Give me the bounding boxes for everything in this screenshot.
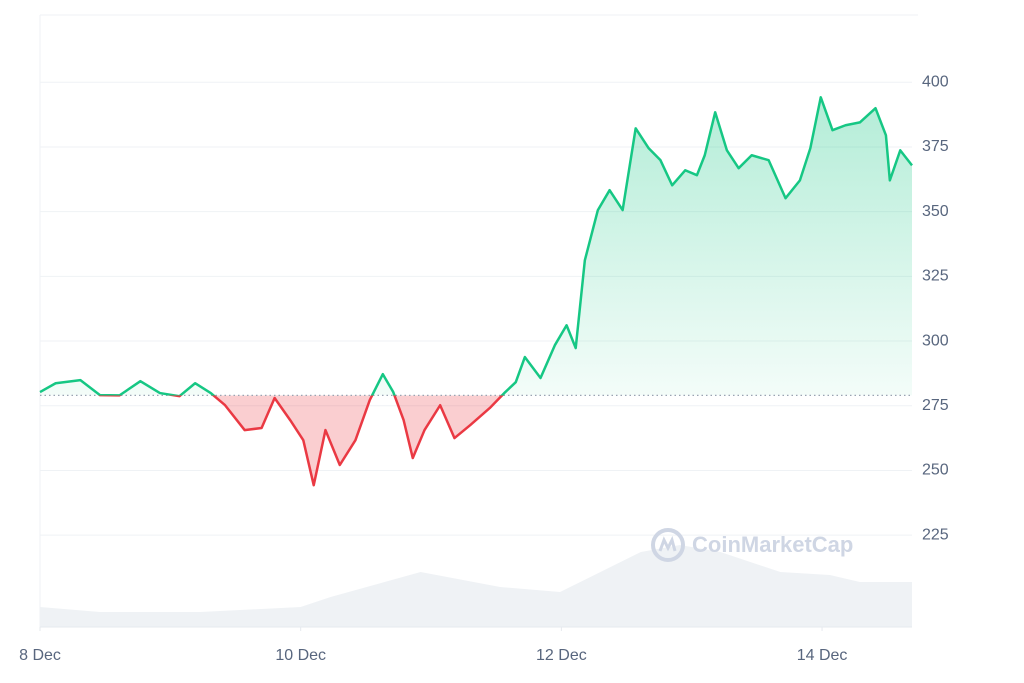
y-tick-label: 300 — [922, 332, 949, 349]
y-tick-label: 325 — [922, 268, 949, 285]
watermark: CoinMarketCap — [692, 532, 853, 557]
price-area — [40, 97, 912, 486]
price-line — [39, 96, 913, 487]
x-tick-label: 10 Dec — [275, 647, 326, 664]
x-tick-label: 12 Dec — [536, 647, 587, 664]
y-tick-label: 225 — [922, 526, 949, 543]
y-tick-label: 400 — [922, 73, 949, 90]
volume-area — [40, 545, 912, 627]
y-tick-label: 275 — [922, 397, 949, 414]
y-tick-label: 375 — [922, 138, 949, 155]
watermark-logo — [651, 528, 685, 562]
y-tick-label: 350 — [922, 203, 949, 220]
x-tick-label: 8 Dec — [19, 647, 61, 664]
y-tick-label: 250 — [922, 462, 949, 479]
watermark-logo-mark — [658, 535, 677, 552]
x-tick-label: 14 Dec — [797, 647, 848, 664]
